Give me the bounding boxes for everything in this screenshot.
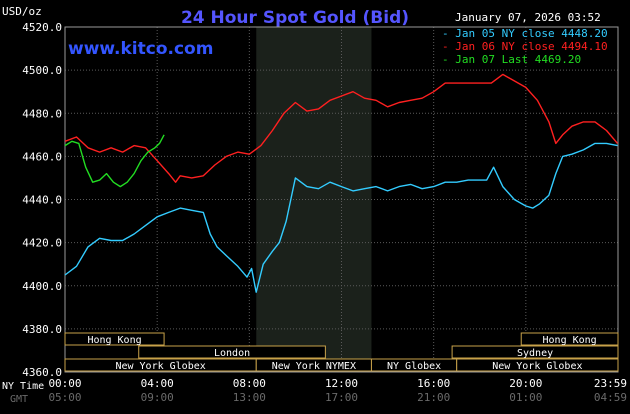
- y-tick-label: 4520.0: [22, 21, 62, 34]
- legend-entry: - Jan 05 NY close 4448.20: [442, 27, 608, 40]
- session-bar: [64, 332, 165, 346]
- session-bar: [138, 345, 326, 359]
- legend-dash: -: [442, 27, 455, 40]
- series-line-jan-07: [64, 134, 165, 188]
- x-tick-label-ny: 12:00: [325, 377, 358, 390]
- session-label: Sydney: [517, 348, 553, 359]
- legend-label: Jan 07 Last 4469.20: [455, 53, 581, 66]
- session-label: NY Globex: [387, 361, 441, 372]
- session-label: New York Globex: [115, 361, 205, 372]
- x-tick-label-ny: 20:00: [509, 377, 542, 390]
- session-label: New York NYMEX: [272, 361, 356, 372]
- x-tick-label-ny: 00:00: [48, 377, 81, 390]
- session-bar: [520, 332, 619, 346]
- y-tick-label: 4420.0: [22, 237, 62, 250]
- legend-dash: -: [442, 53, 455, 66]
- y-tick-label: 4500.0: [22, 64, 62, 77]
- session-bar: [451, 345, 619, 359]
- x-tick-label-gmt: 01:00: [509, 391, 542, 404]
- nymex-shaded-region: [256, 27, 372, 372]
- legend-dash: -: [442, 40, 455, 53]
- y-tick-label: 4400.0: [22, 280, 62, 293]
- y-axis-unit-label: USD/oz: [2, 5, 42, 18]
- chart-timestamp: January 07, 2026 03:52: [455, 11, 601, 24]
- legend-entry: - Jan 06 NY close 4494.10: [442, 40, 608, 53]
- x-axis-row-label-ny: NY Time: [2, 381, 44, 392]
- session-label: Hong Kong: [543, 335, 597, 346]
- legend-entry: - Jan 07 Last 4469.20: [442, 53, 581, 66]
- x-tick-label-gmt: 13:00: [233, 391, 266, 404]
- session-label: London: [214, 348, 250, 359]
- x-tick-label-gmt: 04:59: [594, 391, 627, 404]
- session-label: Hong Kong: [87, 335, 141, 346]
- x-tick-label-gmt: 09:00: [141, 391, 174, 404]
- legend-label: Jan 06 NY close 4494.10: [455, 40, 607, 53]
- x-tick-label-gmt: 17:00: [325, 391, 358, 404]
- x-tick-label-gmt: 21:00: [417, 391, 450, 404]
- x-tick-label-ny: 08:00: [233, 377, 266, 390]
- y-tick-label: 4440.0: [22, 194, 62, 207]
- kitco-watermark: www.kitco.com: [68, 39, 213, 59]
- x-tick-label-ny: 23:59: [594, 377, 627, 390]
- plot-frame: [64, 26, 619, 373]
- session-label: New York Globex: [492, 361, 582, 372]
- y-tick-label: 4480.0: [22, 107, 62, 120]
- x-tick-label-gmt: 05:00: [48, 391, 81, 404]
- legend-label: Jan 05 NY close 4448.20: [455, 27, 607, 40]
- x-tick-label-ny: 16:00: [417, 377, 450, 390]
- y-tick-label: 4380.0: [22, 323, 62, 336]
- series-line-jan-05: [64, 142, 618, 293]
- y-tick-label: 4360.0: [22, 366, 62, 379]
- y-tick-label: 4460.0: [22, 150, 62, 163]
- x-tick-label-ny: 04:00: [141, 377, 174, 390]
- series-line-jan-06: [64, 73, 619, 183]
- x-axis-row-label-gmt: GMT: [10, 394, 28, 405]
- chart-title: 24 Hour Spot Gold (Bid): [181, 8, 409, 28]
- session-bar: [456, 358, 619, 372]
